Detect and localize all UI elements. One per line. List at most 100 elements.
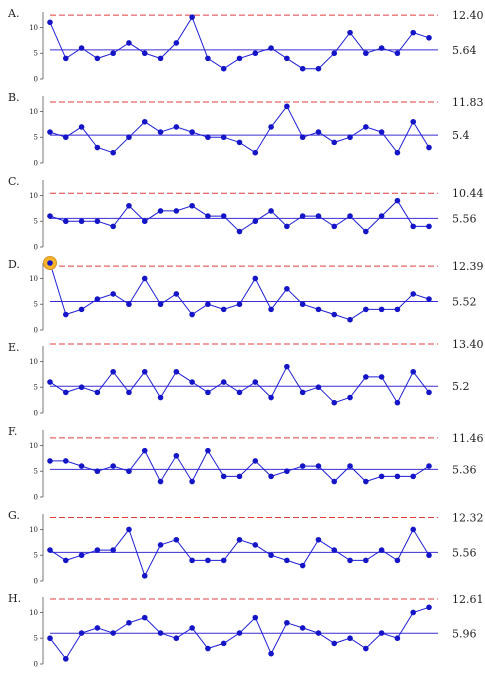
chart-panel: B. 0 5 10 11.83 5.4 xyxy=(8,91,484,168)
data-point xyxy=(220,134,227,141)
data-point xyxy=(157,208,164,214)
data-point xyxy=(78,384,85,391)
data-point xyxy=(94,218,101,225)
data-point xyxy=(62,656,69,662)
data-point xyxy=(157,542,164,548)
data-point xyxy=(94,55,101,62)
center-line-label: 5.4 xyxy=(452,129,470,142)
data-point xyxy=(378,45,385,51)
data-point xyxy=(363,374,369,380)
data-point xyxy=(47,129,53,135)
data-point xyxy=(378,213,385,219)
y-tick-label: 10 xyxy=(29,192,38,200)
data-point xyxy=(78,45,85,51)
data-point xyxy=(299,389,306,396)
series-line xyxy=(49,262,430,321)
data-point xyxy=(173,452,180,459)
data-point xyxy=(363,645,369,652)
y-tick-label: 5 xyxy=(34,635,38,643)
data-point xyxy=(94,144,101,151)
data-point xyxy=(126,389,132,396)
data-point xyxy=(220,379,227,385)
data-point xyxy=(94,468,101,475)
data-point xyxy=(157,478,164,485)
data-point xyxy=(284,103,290,110)
data-point xyxy=(252,218,259,225)
data-point xyxy=(126,202,132,209)
data-point xyxy=(47,260,53,266)
data-point xyxy=(62,557,69,564)
data-point xyxy=(378,374,385,380)
data-point xyxy=(252,275,259,282)
upper-limit-label: 11.83 xyxy=(452,96,484,109)
y-tick-label: 10 xyxy=(29,24,38,32)
center-line-label: 5.56 xyxy=(452,212,477,225)
chart-panel: E. 0 5 10 13.40 5.2 xyxy=(8,338,484,418)
data-point xyxy=(220,640,227,647)
data-point xyxy=(315,129,322,135)
data-point xyxy=(157,129,164,135)
data-point xyxy=(268,473,274,480)
y-tick-label: 0 xyxy=(34,244,38,252)
y-tick-label: 5 xyxy=(34,134,38,142)
data-point xyxy=(47,19,53,26)
data-point xyxy=(315,306,322,313)
data-point xyxy=(331,640,338,647)
data-point xyxy=(110,463,116,469)
data-point xyxy=(173,208,180,214)
y-tick-label: 5 xyxy=(34,301,38,309)
data-point xyxy=(189,478,195,485)
data-point xyxy=(331,50,338,57)
y-tick-label: 0 xyxy=(34,327,38,335)
data-point xyxy=(363,557,369,564)
data-point xyxy=(363,50,369,57)
data-point xyxy=(410,368,417,375)
data-point xyxy=(426,552,432,559)
data-point xyxy=(394,197,401,204)
data-point xyxy=(268,124,274,130)
data-point xyxy=(220,65,227,72)
data-point xyxy=(426,463,432,469)
data-point xyxy=(331,139,338,146)
data-point xyxy=(394,557,401,564)
y-tick-label: 10 xyxy=(29,108,38,116)
data-point xyxy=(110,630,116,636)
data-point xyxy=(426,223,432,230)
data-point xyxy=(126,526,132,533)
y-tick-label: 0 xyxy=(34,76,38,84)
data-point xyxy=(94,547,101,553)
data-point xyxy=(157,301,164,308)
data-point xyxy=(394,50,401,57)
data-point xyxy=(110,368,116,375)
panel-label: H. xyxy=(8,592,21,605)
center-line-label: 5.52 xyxy=(452,296,477,309)
data-point xyxy=(110,223,116,230)
data-point xyxy=(347,635,353,642)
data-point xyxy=(284,223,290,230)
data-point xyxy=(47,635,53,642)
data-point xyxy=(126,619,132,626)
data-point xyxy=(78,630,85,636)
data-point xyxy=(299,301,306,308)
data-point xyxy=(189,129,195,135)
data-point xyxy=(378,547,385,553)
data-point xyxy=(173,368,180,375)
chart-panel: D. 0 5 10 12.39 5.52 xyxy=(8,256,484,335)
y-tick-label: 0 xyxy=(34,578,38,586)
data-point xyxy=(426,34,432,41)
data-point xyxy=(378,306,385,313)
data-point xyxy=(363,228,369,235)
data-point xyxy=(268,208,274,214)
data-point xyxy=(141,368,148,375)
y-tick-label: 5 xyxy=(34,218,38,226)
panel-label: D. xyxy=(8,258,20,271)
data-point xyxy=(268,552,274,559)
chart-panel: H. 0 5 10 12.61 5.96 xyxy=(8,592,484,669)
y-tick-label: 10 xyxy=(29,526,38,534)
panel-label: C. xyxy=(8,175,20,188)
data-point xyxy=(47,213,53,219)
y-tick-label: 0 xyxy=(34,410,38,418)
data-point xyxy=(331,399,338,406)
series-line xyxy=(49,105,430,154)
